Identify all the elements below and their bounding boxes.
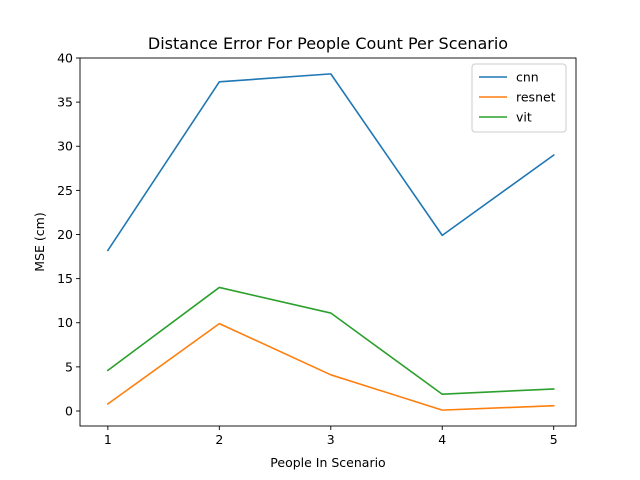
y-tick-label: 5 (65, 359, 73, 374)
series-line-resnet (106, 322, 555, 411)
x-tick-label: 2 (215, 432, 223, 447)
x-tick-label: 5 (550, 432, 558, 447)
y-tick-label: 25 (57, 183, 73, 198)
x-tick-label: 3 (327, 432, 335, 447)
legend-box (471, 63, 567, 133)
legend-label-resnet: resnet (516, 90, 556, 105)
x-axis-label: People In Scenario (270, 455, 385, 470)
y-tick-label: 10 (57, 315, 73, 330)
y-tick-label: 20 (57, 227, 73, 242)
chart-title: Distance Error For People Count Per Scen… (148, 34, 508, 53)
y-tick-label: 35 (57, 95, 73, 110)
y-tick-label: 40 (57, 51, 73, 66)
legend-label-vit: vit (516, 110, 532, 125)
x-tick-label: 4 (438, 432, 446, 447)
plot-frame (79, 57, 577, 427)
series-line-vit (106, 286, 555, 396)
y-tick-label: 15 (57, 271, 73, 286)
legend: cnn resnet vit (471, 63, 567, 133)
legend-label-cnn: cnn (516, 70, 539, 85)
plot-area: 1 2 3 4 5 0 5 10 15 20 25 30 35 40 (57, 51, 577, 447)
x-tick-label: 1 (104, 432, 112, 447)
y-tick-label: 0 (65, 403, 73, 418)
y-axis-label: MSE (cm) (32, 212, 47, 271)
y-tick-label: 30 (57, 139, 73, 154)
series-line-cnn (106, 73, 555, 252)
